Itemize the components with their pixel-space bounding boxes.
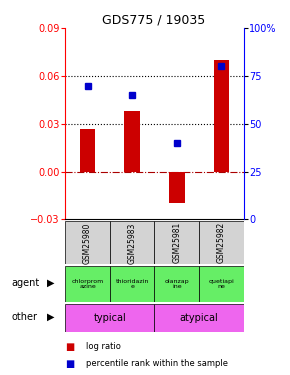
Text: ▶: ▶	[47, 278, 55, 288]
Bar	[155, 221, 199, 264]
Text: GSM25983: GSM25983	[128, 222, 137, 264]
Bar	[110, 266, 155, 302]
Bar	[155, 304, 244, 332]
Bar	[199, 266, 244, 302]
Text: ■: ■	[65, 359, 75, 369]
Text: ▶: ▶	[47, 312, 55, 322]
Text: atypical: atypical	[180, 313, 218, 323]
Bar	[124, 111, 140, 172]
Bar	[199, 221, 244, 264]
Text: percentile rank within the sample: percentile rank within the sample	[86, 359, 228, 368]
Text: thioridazin
e: thioridazin e	[115, 279, 149, 290]
Text: ■: ■	[65, 342, 75, 352]
Text: other: other	[12, 312, 38, 322]
Bar	[80, 129, 95, 172]
Text: GSM25980: GSM25980	[83, 222, 92, 264]
Text: olanzap
ine: olanzap ine	[164, 279, 189, 290]
Text: log ratio: log ratio	[86, 342, 120, 351]
Text: GSM25981: GSM25981	[172, 222, 181, 263]
Bar	[65, 221, 110, 264]
Bar	[169, 172, 184, 203]
Bar	[155, 266, 199, 302]
Text: GDS775 / 19035: GDS775 / 19035	[102, 13, 205, 26]
Bar	[110, 221, 155, 264]
Bar	[65, 304, 155, 332]
Text: typical: typical	[93, 313, 126, 323]
Text: GSM25982: GSM25982	[217, 222, 226, 263]
Text: agent: agent	[12, 278, 40, 288]
Text: quetiapi
ne: quetiapi ne	[209, 279, 234, 290]
Text: chlorprom
azine: chlorprom azine	[71, 279, 104, 290]
Bar	[65, 266, 110, 302]
Bar	[213, 60, 229, 172]
